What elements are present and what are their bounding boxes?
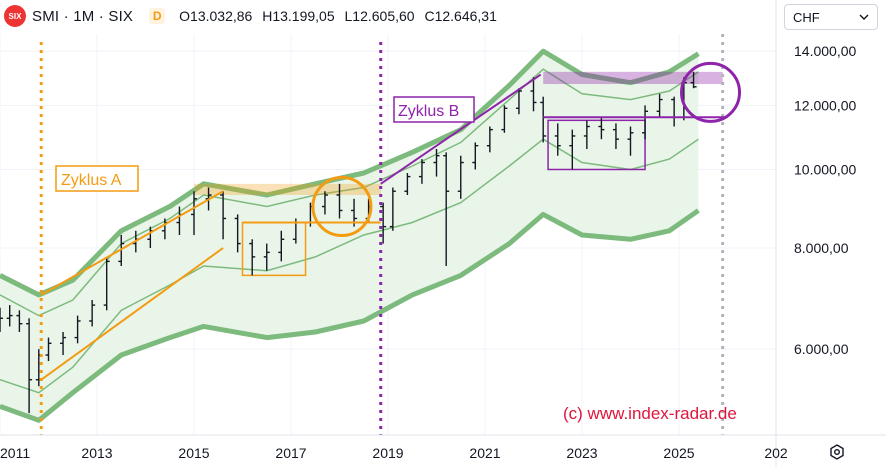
- ohlc-readout: O13.032,86 H13.199,05 L12.605,60 C12.646…: [179, 8, 503, 24]
- price-bar: [642, 105, 649, 140]
- price-bar: [569, 129, 576, 170]
- price-bar: [74, 315, 81, 344]
- x-tick-label: 2025: [663, 445, 694, 461]
- price-bar: [530, 77, 537, 112]
- price-bar: [418, 159, 425, 184]
- x-tick-label: 2013: [81, 445, 112, 461]
- band-outer-bottom: [0, 208, 700, 423]
- price-bar: [380, 202, 387, 244]
- zone-box: [547, 119, 646, 171]
- price-bar: [278, 230, 285, 262]
- price-bar: [612, 123, 619, 149]
- price-bar: [656, 93, 663, 118]
- price-bar: [598, 117, 605, 140]
- trend-line: [40, 247, 224, 381]
- annotation-zones: [194, 71, 723, 277]
- band-lower: [0, 138, 699, 394]
- price-bar: [321, 191, 328, 215]
- zone-fill: [543, 71, 723, 85]
- price-bar: [249, 239, 256, 276]
- y-tick-label: 12.000,00: [794, 97, 856, 113]
- currency-select[interactable]: CHF: [784, 4, 878, 30]
- watermark: (c) www.index-radar.de: [563, 404, 737, 423]
- highlight-circle: [680, 61, 742, 123]
- trend-line: [380, 73, 542, 185]
- y-tick-label: 10.000,00: [794, 161, 856, 177]
- band-outer-top: [0, 48, 700, 298]
- annotation-lines: [39, 34, 742, 435]
- x-tick-label: 2023: [566, 445, 597, 461]
- x-tick-label: 2021: [469, 445, 500, 461]
- six-logo-icon: SIX: [4, 5, 26, 27]
- ohlc-low: L12.605,60: [344, 8, 415, 24]
- price-bar: [191, 191, 197, 236]
- zyklus-b-label: Zyklus B: [393, 96, 475, 123]
- ohlc-open: O13.032,86: [179, 8, 253, 24]
- price-bar: [103, 256, 110, 311]
- price-bar: [336, 183, 343, 219]
- price-bar: [554, 123, 561, 156]
- price-bar: [0, 307, 3, 332]
- price-bar: [16, 310, 23, 332]
- price-bar: [6, 305, 13, 327]
- price-bar: [690, 71, 697, 89]
- price-bar: [443, 152, 450, 266]
- y-tick-label: 8.000,00: [794, 240, 849, 256]
- price-bar: [263, 243, 270, 271]
- price-bar: [89, 299, 96, 327]
- price-bar: [540, 96, 547, 143]
- price-bar: [404, 173, 411, 196]
- zone-fill: [194, 183, 381, 196]
- zyklus-b-text: Zyklus B: [398, 103, 459, 120]
- ohlc-high: H13.199,05: [262, 8, 335, 24]
- chevron-down-icon: [859, 14, 869, 20]
- symbol-label[interactable]: SMI · 1M · SIX: [32, 7, 134, 25]
- x-tick-label: 2011: [0, 445, 30, 461]
- price-bar: [486, 126, 493, 153]
- price-bar: [60, 331, 67, 356]
- x-tick-label: 2019: [372, 445, 403, 461]
- y-tick-label: 14.000,00: [794, 43, 856, 59]
- price-bar: [515, 88, 522, 115]
- price-bar: [472, 142, 479, 170]
- currency-value: CHF: [793, 9, 820, 25]
- price-bar: [234, 214, 241, 253]
- highlight-circle: [311, 176, 373, 238]
- price-bar: [501, 105, 508, 133]
- price-bar: [457, 155, 464, 199]
- price-bar: [433, 148, 440, 177]
- zyklus-a-label: Zyklus A: [55, 165, 139, 192]
- x-tick-label: 202: [764, 445, 788, 461]
- trend-line: [40, 190, 224, 296]
- price-bar: [45, 337, 52, 362]
- price-bar: [389, 187, 396, 231]
- zyklus-a-text: Zyklus A: [61, 172, 122, 189]
- axis-settings-icon[interactable]: [826, 441, 848, 463]
- price-bar: [583, 120, 590, 149]
- x-tick-label: 2015: [178, 445, 209, 461]
- x-tick-label: 2017: [275, 445, 306, 461]
- price-bar: [118, 235, 125, 266]
- data-source-badge: D: [149, 8, 166, 24]
- ohlc-close: C12.646,31: [424, 8, 497, 24]
- chart-header: SIX SMI · 1M · SIX D O13.032,86 H13.199,…: [4, 4, 503, 28]
- y-tick-label: 6.000,00: [794, 341, 849, 357]
- price-bar: [220, 191, 227, 240]
- price-bar: [627, 126, 634, 156]
- price-bar: [26, 318, 33, 414]
